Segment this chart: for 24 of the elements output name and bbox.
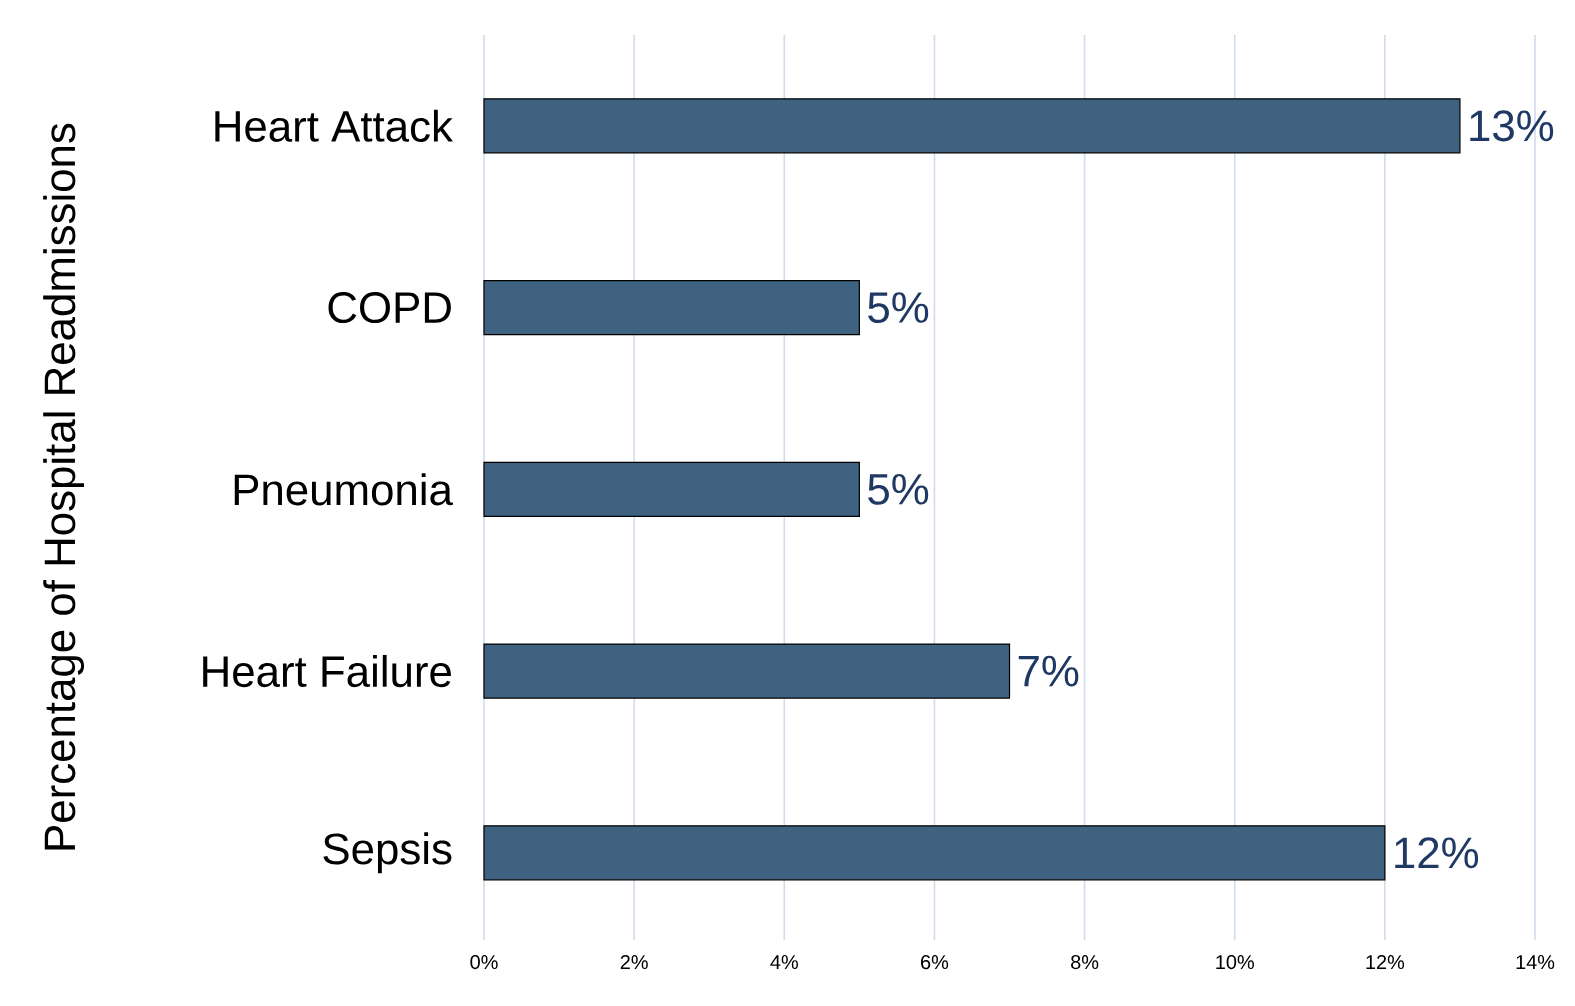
x-tick-label: 2% [620,955,648,970]
x-tick-label: 12% [1366,955,1405,970]
bar [483,825,1386,881]
y-tick-label: Sepsis [323,832,452,874]
data-label: 5% [868,292,929,324]
y-tick-label: Heart Attack [215,109,453,142]
x-tick-label: 0% [470,955,498,970]
x-tick-label: 4% [770,955,798,969]
x-tick-label: 6% [921,955,949,970]
x-tick-label: 10% [1216,955,1254,970]
data-label: 5% [868,473,929,505]
data-label: 12% [1395,837,1479,869]
x-tick-label: 14% [1516,955,1555,969]
data-label: 13% [1470,110,1554,142]
bar [483,98,1461,154]
y-axis-title: Percentage of Hospital Readmissions [43,123,85,850]
y-tick-label: Pneumonia [234,473,453,506]
x-tick-label: 8% [1071,955,1099,970]
bar [483,279,860,336]
y-tick-label: Heart Failure [203,654,451,688]
y-tick-label: COPD [328,292,451,324]
bar [483,643,1011,699]
data-label: 7% [1018,655,1079,687]
bar [483,461,860,517]
